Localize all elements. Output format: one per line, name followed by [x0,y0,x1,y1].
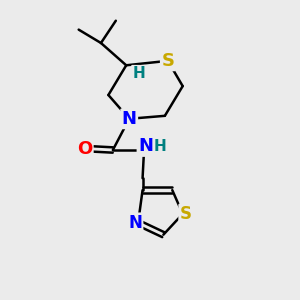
Text: N: N [138,137,153,155]
Text: N: N [128,214,142,232]
Text: H: H [154,139,167,154]
Text: S: S [161,52,174,70]
Text: O: O [77,140,92,158]
Text: S: S [180,205,192,223]
Text: N: N [122,110,137,128]
Text: H: H [132,66,145,81]
